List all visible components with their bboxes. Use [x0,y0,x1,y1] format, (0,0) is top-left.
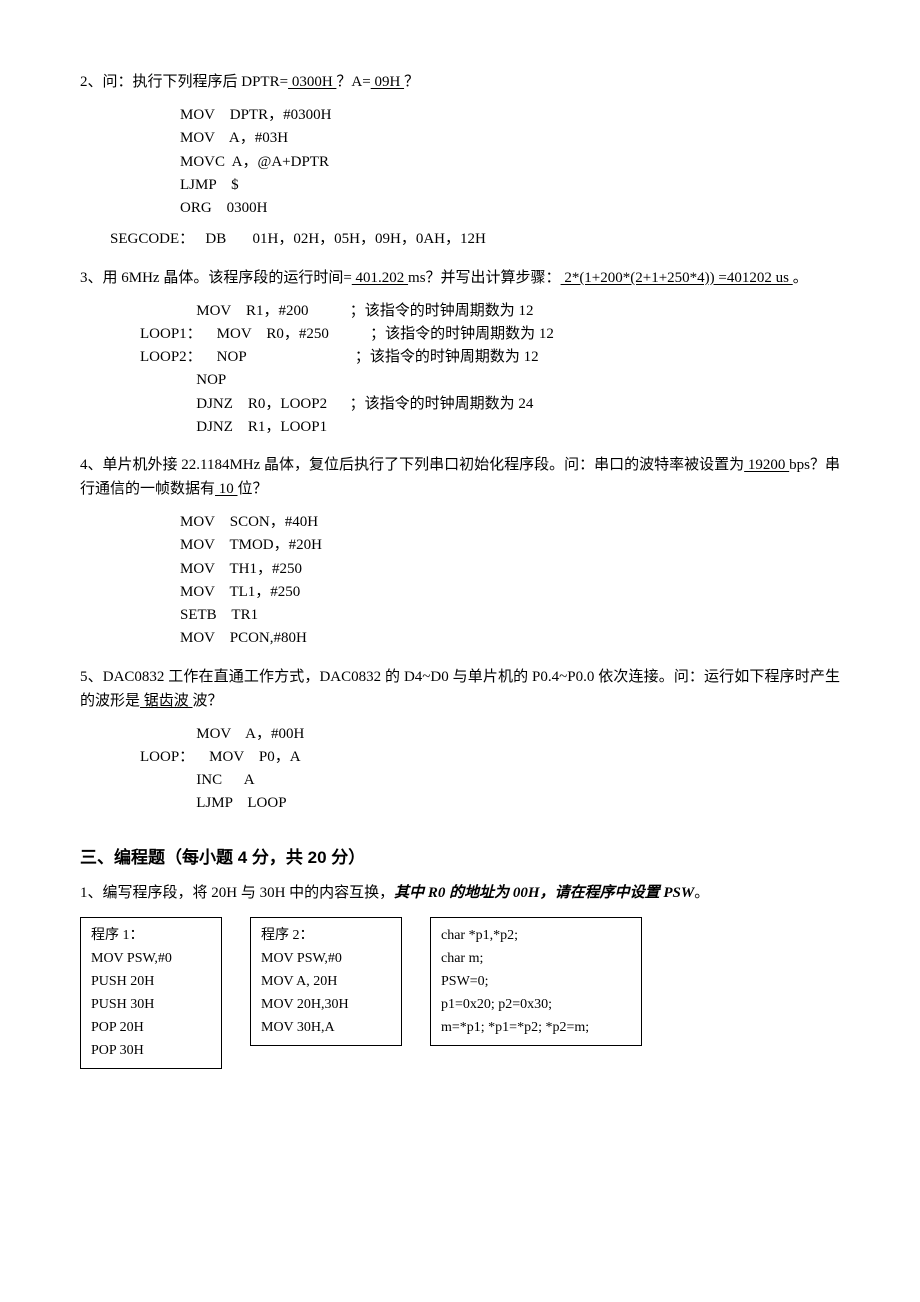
box1-l5: POP 20H [91,1016,211,1039]
q4-code: MOV SCON，#40H MOV TMOD，#20H MOV TH1，#250… [180,511,840,651]
box1-l1: 程序 1： [91,924,211,947]
s3-q1-a: 1、编写程序段，将 20H 与 30H 中的内容互换， [80,885,394,901]
q3-ans1: 401.202 [352,270,408,286]
answer-box-1: 程序 1： MOV PSW,#0 PUSH 20H PUSH 30H POP 2… [80,917,222,1070]
q2-question: 2、问：执行下列程序后 DPTR= 0300H ？A= 09H ？ [80,70,840,94]
q2-text-c: ？ [404,74,419,90]
q4-text-a: 4、单片机外接 22.1184MHz 晶体，复位后执行了下列串口初始化程序段。问… [80,457,744,473]
q3-text-c: 。 [793,270,808,286]
q5-code: MOV A，#00H LOOP： MOV P0，A INC A LJMP LOO… [140,723,840,816]
q4-question: 4、单片机外接 22.1184MHz 晶体，复位后执行了下列串口初始化程序段。问… [80,453,840,501]
q2-code-last: SEGCODE： DB 01H，02H，05H，09H，0AH，12H [110,228,840,251]
box2-l4: MOV 20H,30H [261,993,391,1016]
box1-l3: PUSH 20H [91,970,211,993]
box2-l1: 程序 2： [261,924,391,947]
q2-text-b: ？A= [336,74,370,90]
s3-q1: 1、编写程序段，将 20H 与 30H 中的内容互换，其中 R0 的地址为 00… [80,881,840,905]
q3-code: MOV R1，#200 ；该指令的时钟周期数为 12 LOOP1： MOV R0… [140,300,840,440]
box2-l3: MOV A, 20H [261,970,391,993]
box1-l6: POP 30H [91,1039,211,1062]
q3-ans2: 2*(1+200*(2+1+250*4)) =401202 us [561,270,793,286]
q3-text-a: 3、用 6MHz 晶体。该程序段的运行时间= [80,270,352,286]
q4-text-c: 位？ [238,481,268,497]
q4-ans1: 19200 [744,457,789,473]
q5-ans1: 锯齿波 [140,693,193,709]
answer-box-3: char *p1,*p2; char m; PSW=0; p1=0x20; p2… [430,917,642,1046]
q2-code: MOV DPTR，#0300H MOV A，#03H MOVC A，@A+DPT… [180,104,840,220]
box3-l4: p1=0x20; p2=0x30; [441,993,631,1016]
box1-l4: PUSH 30H [91,993,211,1016]
box2-l2: MOV PSW,#0 [261,947,391,970]
q5-question: 5、DAC0832 工作在直通工作方式，DAC0832 的 D4~D0 与单片机… [80,665,840,713]
box3-l5: m=*p1; *p1=*p2; *p2=m; [441,1016,631,1039]
q4-ans2: 10 [215,481,238,497]
q2-text-a: 2、问：执行下列程序后 DPTR= [80,74,288,90]
box1-l2: MOV PSW,#0 [91,947,211,970]
q2-ans2: 09H [371,74,404,90]
q5-text-b: 波？ [193,693,223,709]
q3-question: 3、用 6MHz 晶体。该程序段的运行时间= 401.202 ms？并写出计算步… [80,266,840,290]
answer-box-2: 程序 2： MOV PSW,#0 MOV A, 20H MOV 20H,30H … [250,917,402,1046]
s3-q1-c: 。 [694,885,709,901]
box3-l2: char m; [441,947,631,970]
q2-ans1: 0300H [288,74,336,90]
q3-text-b: ms？并写出计算步骤： [408,270,561,286]
box3-l1: char *p1,*p2; [441,924,631,947]
box2-l5: MOV 30H,A [261,1016,391,1039]
answer-boxes-row: 程序 1： MOV PSW,#0 PUSH 20H PUSH 30H POP 2… [80,917,840,1070]
box3-l3: PSW=0; [441,970,631,993]
section3-title: 三、编程题（每小题 4 分，共 20 分） [80,844,840,871]
s3-q1-b: 其中 R0 的地址为 00H，请在程序中设置 PSW [394,885,694,901]
